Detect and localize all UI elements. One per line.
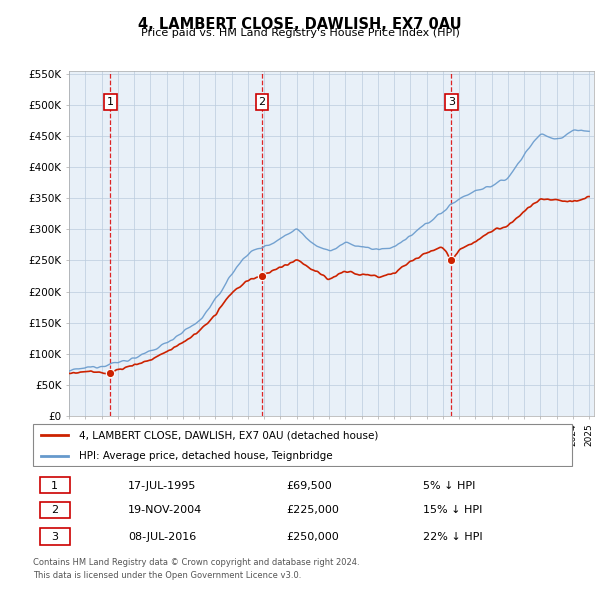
Text: 22% ↓ HPI: 22% ↓ HPI [423, 532, 483, 542]
FancyBboxPatch shape [40, 528, 70, 545]
Text: 08-JUL-2016: 08-JUL-2016 [128, 532, 197, 542]
Text: 3: 3 [448, 97, 455, 107]
Text: 2: 2 [259, 97, 266, 107]
Text: 1: 1 [51, 481, 58, 490]
Text: 17-JUL-1995: 17-JUL-1995 [128, 481, 197, 490]
Text: 4, LAMBERT CLOSE, DAWLISH, EX7 0AU (detached house): 4, LAMBERT CLOSE, DAWLISH, EX7 0AU (deta… [79, 431, 379, 440]
Text: 4, LAMBERT CLOSE, DAWLISH, EX7 0AU: 4, LAMBERT CLOSE, DAWLISH, EX7 0AU [138, 17, 462, 31]
Text: 19-NOV-2004: 19-NOV-2004 [128, 506, 203, 515]
Text: Price paid vs. HM Land Registry's House Price Index (HPI): Price paid vs. HM Land Registry's House … [140, 28, 460, 38]
Text: £250,000: £250,000 [287, 532, 340, 542]
Text: 3: 3 [51, 532, 58, 542]
Text: 2: 2 [51, 506, 58, 515]
Text: £225,000: £225,000 [287, 506, 340, 515]
Text: Contains HM Land Registry data © Crown copyright and database right 2024.: Contains HM Land Registry data © Crown c… [33, 558, 359, 566]
FancyBboxPatch shape [40, 477, 70, 493]
Text: HPI: Average price, detached house, Teignbridge: HPI: Average price, detached house, Teig… [79, 451, 333, 461]
Text: 5% ↓ HPI: 5% ↓ HPI [423, 481, 475, 490]
FancyBboxPatch shape [33, 424, 572, 466]
Text: 15% ↓ HPI: 15% ↓ HPI [423, 506, 482, 515]
Text: 1: 1 [107, 97, 114, 107]
Text: This data is licensed under the Open Government Licence v3.0.: This data is licensed under the Open Gov… [33, 571, 301, 580]
Text: £69,500: £69,500 [287, 481, 332, 490]
FancyBboxPatch shape [40, 502, 70, 518]
